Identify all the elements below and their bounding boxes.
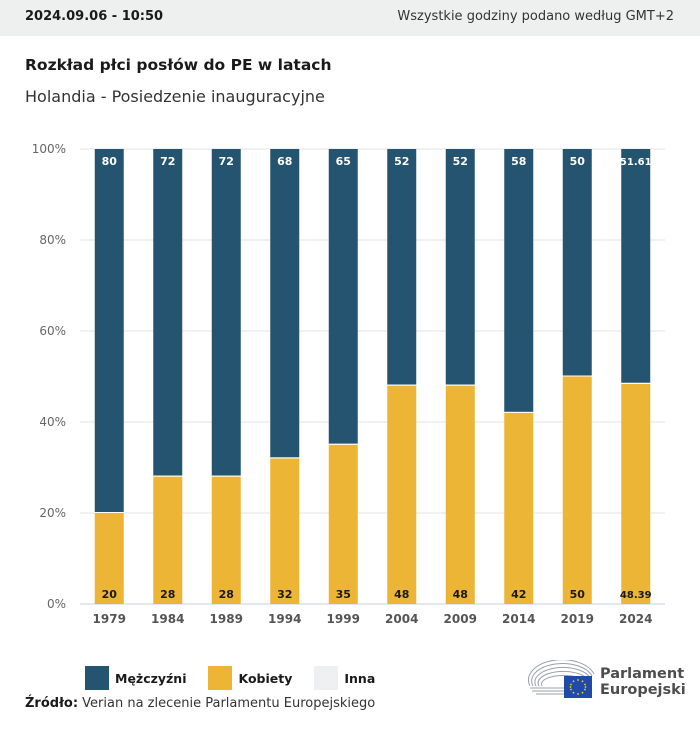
logo-line-2: Europejski bbox=[600, 682, 686, 698]
y-tick-label: 80% bbox=[39, 233, 66, 247]
logo-text: Parlament Europejski bbox=[600, 666, 686, 698]
data-label-men: 52 bbox=[394, 155, 409, 168]
bar-men bbox=[328, 149, 358, 444]
x-tick-label: 1994 bbox=[268, 612, 301, 626]
data-label-women: 42 bbox=[511, 588, 526, 601]
bar-women bbox=[94, 513, 124, 604]
legend-label: Inna bbox=[344, 670, 376, 686]
bar-men bbox=[621, 149, 651, 383]
european-parliament-logo: Parlament Europejski bbox=[528, 659, 688, 704]
bar-women bbox=[153, 476, 183, 604]
data-label-men: 52 bbox=[453, 155, 468, 168]
x-tick-label: 2014 bbox=[502, 612, 535, 626]
x-tick-label: 2024 bbox=[619, 612, 652, 626]
data-label-men: 58 bbox=[511, 155, 526, 168]
timestamp: 2024.09.06 - 10:50 bbox=[25, 9, 164, 24]
data-label-women: 48 bbox=[394, 588, 409, 601]
stacked-bar-chart: 0% 20% 40% 60% 80% 100% 80 20 1979 72 28 1984 72 28 19… bbox=[32, 142, 665, 626]
source-note: Źródło: Verian na zlecenie Parlamentu Eu… bbox=[25, 696, 375, 711]
legend-swatch-other bbox=[314, 666, 339, 690]
y-tick-label: 60% bbox=[39, 324, 66, 338]
legend-item-other[interactable]: Inna bbox=[314, 666, 375, 690]
chart-title: Rozkład płci posłów do PE w latach bbox=[25, 56, 332, 74]
y-tick-label: 40% bbox=[39, 415, 66, 429]
legend-label: Mężczyźni bbox=[115, 670, 187, 686]
data-label-men: 65 bbox=[336, 155, 351, 168]
x-tick-label: 1984 bbox=[151, 612, 184, 626]
data-label-women: 48.39 bbox=[620, 590, 652, 601]
x-tick-label: 2004 bbox=[385, 612, 418, 626]
bar-men bbox=[211, 149, 241, 476]
legend-label: Kobiety bbox=[238, 670, 293, 686]
bar-women bbox=[211, 476, 241, 604]
header-bar: 2024.09.06 - 10:50 Wszystkie godziny pod… bbox=[0, 0, 700, 36]
bar-men bbox=[562, 149, 592, 376]
logo-line-1: Parlament bbox=[600, 666, 685, 682]
data-label-men: 72 bbox=[219, 155, 234, 168]
bar-men bbox=[387, 149, 417, 385]
data-label-men: 50 bbox=[570, 155, 586, 168]
legend-swatch-men bbox=[85, 666, 109, 690]
x-tick-label: 2019 bbox=[561, 612, 594, 626]
bar-women bbox=[621, 383, 651, 604]
timezone-note: Wszystkie godziny podano według GMT+2 bbox=[397, 9, 674, 24]
bar-women bbox=[562, 376, 592, 604]
bar-women bbox=[328, 444, 358, 604]
bar-men bbox=[504, 149, 534, 412]
bar-men bbox=[270, 149, 300, 458]
hemicycle-flag-icon bbox=[528, 659, 595, 698]
bar-women bbox=[445, 385, 475, 604]
chart-subtitle: Holandia - Posiedzenie inauguracyjne bbox=[25, 87, 325, 106]
x-tick-label: 2009 bbox=[444, 612, 477, 626]
data-label-women: 28 bbox=[219, 588, 234, 601]
bar-men bbox=[445, 149, 475, 385]
x-tick-label: 1989 bbox=[210, 612, 243, 626]
data-label-women: 50 bbox=[570, 588, 586, 601]
bar-men bbox=[153, 149, 183, 476]
data-label-women: 32 bbox=[277, 588, 292, 601]
data-label-men: 72 bbox=[160, 155, 175, 168]
bar-women bbox=[270, 458, 300, 604]
x-tick-label: 1979 bbox=[93, 612, 126, 626]
source-label: Źródło: bbox=[25, 696, 79, 711]
bar-men bbox=[94, 149, 124, 512]
legend: Mężczyźni Kobiety Inna bbox=[85, 666, 397, 690]
data-label-women: 28 bbox=[160, 588, 175, 601]
source-text: Verian na zlecenie Parlamentu Europejski… bbox=[78, 696, 376, 711]
bar-women bbox=[387, 385, 417, 604]
y-tick-label: 20% bbox=[39, 506, 66, 520]
y-tick-label: 0% bbox=[47, 597, 66, 611]
y-tick-label: 100% bbox=[32, 142, 66, 156]
legend-item-men[interactable]: Mężczyźni bbox=[85, 666, 186, 690]
data-label-men: 80 bbox=[102, 155, 118, 168]
bar-women bbox=[504, 412, 534, 604]
legend-item-women[interactable]: Kobiety bbox=[208, 666, 292, 690]
data-label-men: 51.61 bbox=[620, 157, 652, 168]
legend-swatch-women bbox=[208, 666, 233, 690]
data-label-men: 68 bbox=[277, 155, 292, 168]
data-label-women: 35 bbox=[336, 588, 351, 601]
data-label-women: 20 bbox=[102, 588, 118, 601]
data-label-women: 48 bbox=[453, 588, 468, 601]
x-tick-label: 1999 bbox=[327, 612, 360, 626]
